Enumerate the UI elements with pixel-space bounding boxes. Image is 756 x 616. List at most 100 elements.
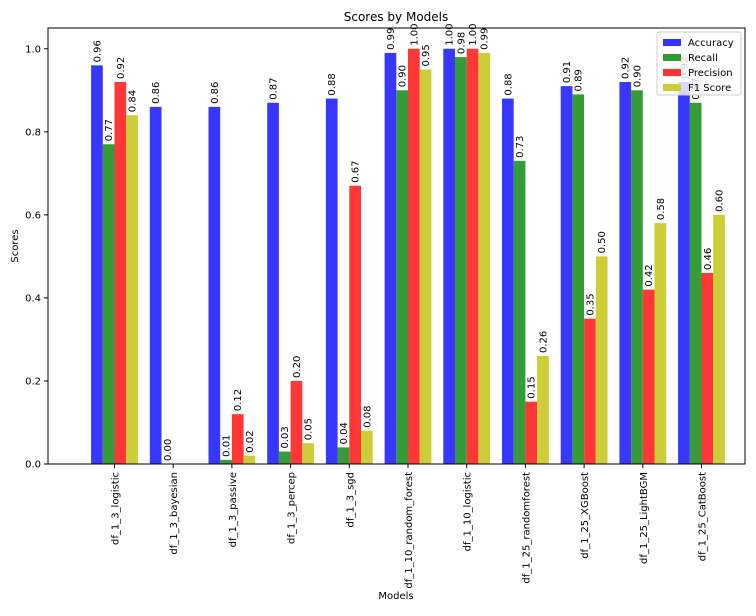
data-label: 0.73	[515, 136, 526, 158]
bar	[513, 160, 526, 464]
legend-label: F1 Score	[688, 83, 731, 94]
bars-layer	[91, 48, 725, 465]
data-label: 1.00	[468, 23, 479, 45]
data-label: 0.26	[538, 331, 549, 353]
bar	[208, 106, 221, 465]
x-tick-label: df_1_10_random_forest	[404, 472, 415, 589]
data-label: 0.91	[562, 61, 573, 83]
chart-title: Scores by Models	[344, 10, 449, 24]
bar	[220, 459, 232, 464]
x-tick-label: df_1_25_randomforest	[521, 472, 532, 584]
legend-label: Precision	[688, 68, 733, 79]
y-tick-label: 0.8	[25, 127, 41, 138]
data-label: 1.00	[409, 23, 420, 45]
bar	[231, 414, 244, 464]
y-tick-label: 0.6	[25, 210, 41, 221]
bar	[337, 447, 350, 464]
bar	[537, 356, 549, 464]
bar	[631, 90, 643, 464]
x-tick-label: df_1_25_CatBoost	[698, 472, 709, 561]
data-label: 0.35	[585, 293, 596, 315]
data-label: 0.84	[128, 90, 139, 112]
bar	[619, 81, 632, 464]
bar	[114, 81, 127, 464]
data-label: 0.46	[703, 248, 714, 270]
data-label: 0.20	[292, 356, 303, 378]
bar	[325, 98, 338, 464]
data-label: 0.00	[163, 439, 174, 461]
bar	[126, 115, 138, 464]
x-tick-label: df_1_10_logistic	[463, 472, 474, 551]
bar	[689, 102, 702, 465]
x-tick-label: df_1_3_sgd	[345, 472, 356, 528]
bar	[466, 48, 479, 464]
legend-label: Accuracy	[688, 38, 734, 49]
x-tick-label: df_1_3_logistic	[111, 472, 122, 545]
legend-swatch	[663, 39, 681, 46]
data-label: 0.88	[503, 73, 514, 95]
bar	[478, 52, 491, 464]
data-label: 0.98	[456, 32, 467, 54]
data-label: 0.15	[527, 376, 538, 398]
data-label: 0.08	[362, 406, 373, 428]
data-label: 0.67	[351, 161, 362, 183]
bar	[595, 256, 608, 464]
y-tick-label: 1.0	[25, 44, 41, 55]
data-label: 0.87	[269, 77, 280, 99]
data-label: 0.60	[715, 190, 726, 212]
bar	[713, 214, 725, 464]
data-label: 0.89	[574, 69, 585, 91]
x-tick-label: df_1_25_XGBoost	[580, 472, 591, 559]
bar	[678, 81, 690, 464]
data-label: 0.99	[480, 28, 491, 50]
data-label: 0.99	[386, 28, 397, 50]
x-tick-label: df_1_3_percep	[287, 472, 298, 544]
bar	[361, 430, 373, 464]
x-axis-label: Models	[378, 591, 413, 602]
bar	[396, 90, 408, 464]
y-tick-label: 0.0	[25, 460, 41, 471]
bar	[419, 69, 432, 465]
y-axis-label: Scores	[10, 229, 21, 262]
bar	[455, 57, 467, 464]
bar	[584, 318, 596, 464]
bar	[408, 48, 420, 464]
data-label: 0.05	[304, 418, 315, 440]
legend-swatch	[663, 54, 681, 61]
data-label: 0.02	[245, 430, 256, 452]
legend-label: Recall	[688, 53, 718, 64]
data-label: 0.58	[656, 198, 667, 220]
bar	[267, 102, 279, 465]
bar	[102, 144, 115, 464]
plot-frame	[47, 27, 746, 465]
bar	[502, 98, 514, 464]
bar	[349, 185, 361, 465]
data-label: 0.90	[398, 65, 409, 87]
data-label: 0.86	[210, 82, 221, 104]
legend: Accuracy Recall Precision F1 Score	[656, 31, 742, 96]
axes-layer: 0.0 0.2 0.4 0.6 0.8 1.0 df_1_3_logistic df_1_3_…	[25, 27, 746, 589]
data-label: 0.04	[339, 422, 350, 444]
bar	[290, 380, 303, 464]
data-label: 0.92	[116, 57, 127, 79]
bar	[572, 94, 585, 464]
bar	[384, 52, 397, 464]
bar	[525, 401, 538, 464]
bar	[278, 451, 291, 464]
bar	[654, 223, 667, 464]
data-label: 0.03	[280, 426, 291, 448]
legend-swatch	[663, 84, 681, 91]
data-label: 0.86	[151, 82, 162, 104]
data-label: 0.42	[644, 264, 655, 286]
data-label: 0.77	[104, 119, 115, 141]
x-tick-label: df_1_25_LightBGM	[639, 472, 650, 564]
data-label: 0.92	[621, 57, 632, 79]
data-label: 0.50	[597, 231, 608, 253]
bar	[302, 443, 314, 464]
legend-box	[656, 31, 742, 96]
data-label: 0.12	[233, 389, 244, 411]
bar	[560, 86, 573, 464]
bar	[91, 65, 103, 465]
